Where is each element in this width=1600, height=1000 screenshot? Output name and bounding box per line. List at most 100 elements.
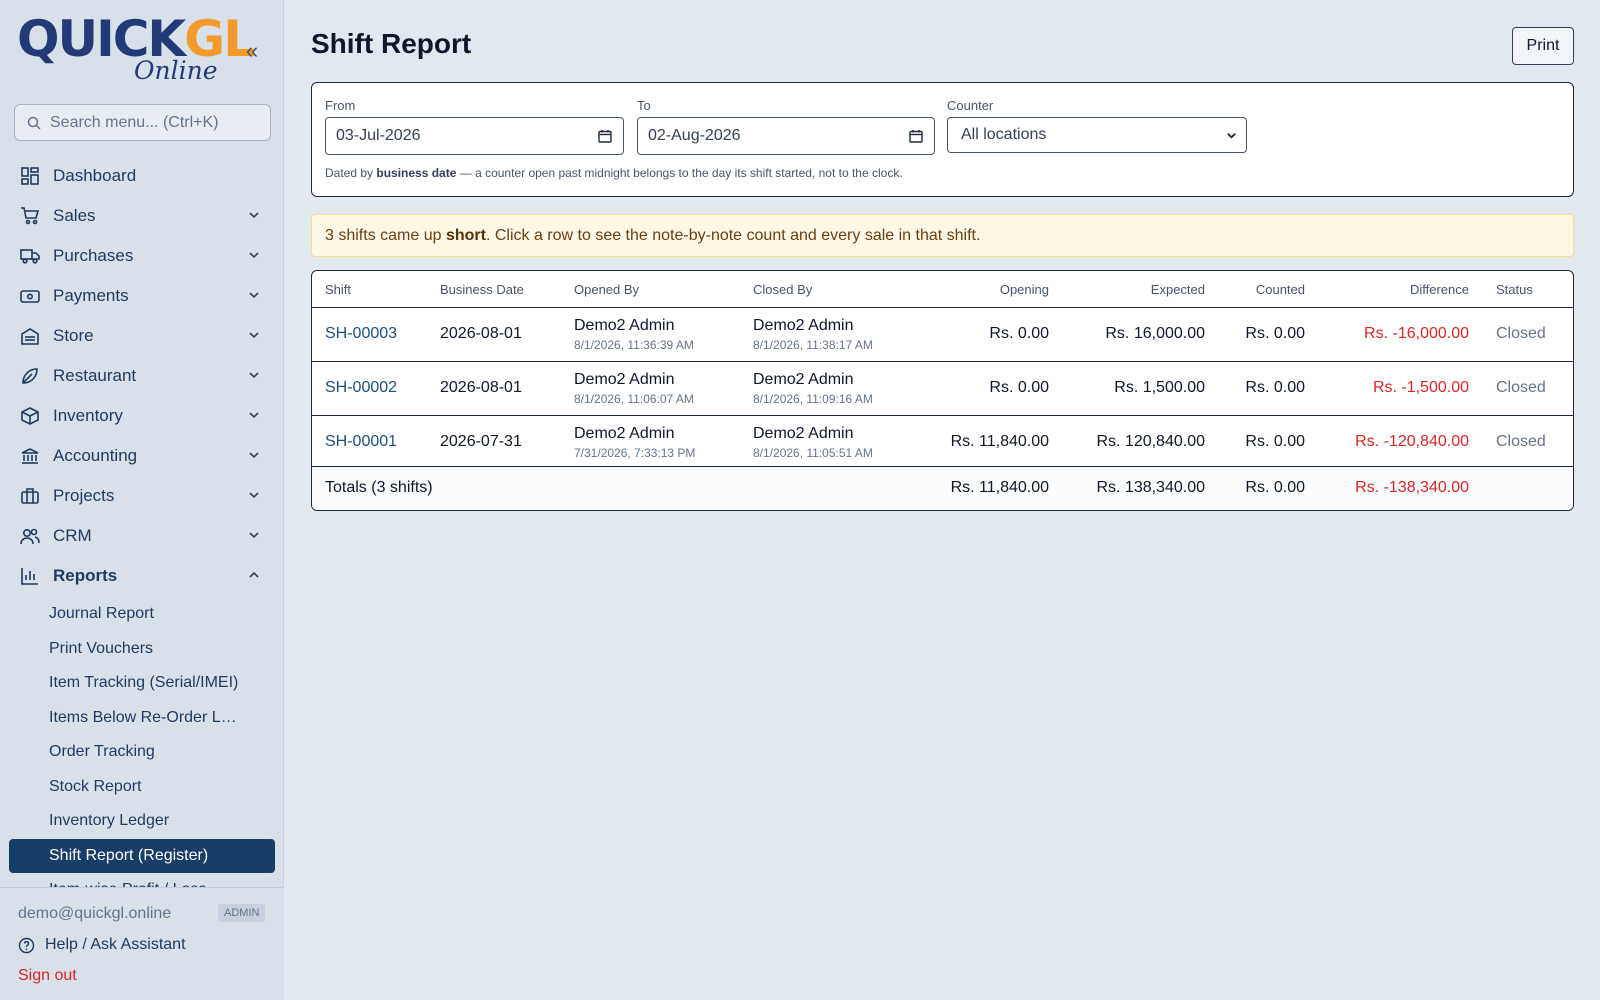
chevron-down-icon: [249, 372, 259, 379]
nav-item-sales[interactable]: Sales: [0, 196, 284, 236]
chevron-down-icon: [249, 292, 259, 299]
from-date-field[interactable]: [325, 117, 624, 155]
dashboard-icon: [20, 166, 40, 186]
shift-id[interactable]: SH-00003: [325, 325, 398, 342]
nav-label: Payments: [53, 286, 129, 305]
help-label: Help / Ask Assistant: [45, 936, 186, 953]
table-row[interactable]: SH-00003 2026-08-01 Demo2 Admin 8/1/2026…: [312, 307, 1573, 361]
help-link[interactable]: Help / Ask Assistant: [18, 936, 186, 954]
nav-item-crm[interactable]: CRM: [0, 516, 284, 556]
chevron-down-icon: [249, 532, 259, 539]
nav-item-reports[interactable]: Reports: [0, 556, 284, 596]
col-header-opened-by: Opened By: [574, 282, 640, 297]
search-input[interactable]: [50, 105, 265, 140]
sub-item-item-profit-loss[interactable]: Item-wise Profit / Loss: [0, 873, 284, 887]
col-header-closed-by: Closed By: [753, 282, 813, 297]
nav-label: Purchases: [53, 246, 134, 265]
shift-id[interactable]: SH-00001: [325, 433, 398, 450]
calendar-icon[interactable]: [909, 129, 923, 143]
shortage-alert: 3 shifts came up short. Click a row to s…: [311, 214, 1574, 257]
col-header-opening: Opening: [999, 282, 1049, 297]
role-badge: ADMIN: [218, 904, 266, 922]
nav-item-projects[interactable]: Projects: [0, 476, 284, 516]
expected-amount: Rs. 1,500.00: [1114, 379, 1205, 396]
col-header-difference: Difference: [1409, 282, 1469, 297]
opened-by: Demo2 Admin: [574, 317, 675, 334]
nav-item-restaurant[interactable]: Restaurant: [0, 356, 284, 396]
chevron-up-icon: [249, 571, 259, 578]
to-label: To: [637, 98, 651, 113]
print-button[interactable]: Print: [1512, 27, 1574, 65]
nav-item-store[interactable]: Store: [0, 316, 284, 356]
nav-item-inventory[interactable]: Inventory: [0, 396, 284, 436]
nav-item-purchases[interactable]: Purchases: [0, 236, 284, 276]
chevron-down-icon: [249, 452, 259, 459]
sub-item-order-tracking[interactable]: Order Tracking: [49, 743, 155, 761]
table-row[interactable]: SH-00001 2026-07-31 Demo2 Admin 7/31/202…: [312, 415, 1573, 466]
sub-item-stock-report[interactable]: Stock Report: [49, 777, 142, 795]
chevron-down-icon: [1227, 133, 1236, 139]
closed-at: 8/1/2026, 11:09:16 AM: [753, 392, 873, 406]
sidebar: QUICKGL Online « Dashboard Sales Purchas…: [0, 0, 284, 1000]
sub-item-print-vouchers[interactable]: Print Vouchers: [49, 639, 154, 657]
opened-at: 8/1/2026, 11:36:39 AM: [574, 338, 694, 352]
signout-link[interactable]: Sign out: [18, 967, 77, 984]
closed-by: Demo2 Admin: [753, 371, 854, 388]
opened-at: 8/1/2026, 11:06:07 AM: [574, 392, 694, 406]
expected-amount: Rs. 120,840.00: [1096, 433, 1205, 450]
nav-item-accounting[interactable]: Accounting: [0, 436, 284, 476]
menu-search[interactable]: [14, 104, 271, 141]
search-icon: [27, 116, 41, 130]
sub-item-journal-report[interactable]: Journal Report: [49, 605, 154, 623]
opening-amount: Rs. 0.00: [989, 379, 1049, 396]
help-circle-icon: [18, 937, 35, 953]
nav-label: CRM: [53, 526, 92, 545]
nav-label: Accounting: [53, 446, 138, 465]
nav-item-dashboard[interactable]: Dashboard: [0, 156, 284, 196]
calendar-icon[interactable]: [598, 129, 612, 143]
logo-subtitle: Online: [134, 56, 218, 85]
truck-icon: [20, 246, 40, 266]
collapse-sidebar-icon[interactable]: «: [245, 38, 259, 63]
cart-icon: [20, 206, 40, 226]
nav-label: Dashboard: [53, 166, 137, 185]
col-header-expected: Expected: [1150, 282, 1205, 297]
to-date-field[interactable]: [637, 117, 935, 155]
counter-select[interactable]: All locations: [947, 117, 1247, 153]
app-logo[interactable]: QUICKGL Online: [17, 14, 255, 90]
closed-by: Demo2 Admin: [753, 317, 854, 334]
main-content: Shift Report Print From To Counter All l…: [284, 0, 1600, 1000]
totals-row: Totals (3 shifts) Rs. 11,840.00 Rs. 138,…: [312, 466, 1573, 510]
status-text: Closed: [1496, 325, 1546, 342]
col-header-status: Status: [1496, 282, 1533, 297]
to-date-input[interactable]: [648, 118, 878, 153]
sub-item-shift-report[interactable]: Shift Report (Register): [9, 838, 275, 873]
nav-label: Projects: [53, 486, 115, 505]
expected-amount: Rs. 16,000.00: [1105, 325, 1205, 342]
col-header-counted: Counted: [1255, 282, 1305, 297]
shift-table: Shift Business Date Opened By Closed By …: [311, 270, 1574, 511]
bar-chart-icon: [20, 566, 40, 586]
nav-item-payments[interactable]: Payments: [0, 276, 284, 316]
chevron-down-icon: [249, 412, 259, 419]
counted-amount: Rs. 0.00: [1245, 325, 1305, 342]
sub-item-below-reorder[interactable]: Items Below Re-Order L…: [49, 708, 237, 726]
filter-note: Dated by business date — a counter open …: [325, 166, 903, 180]
totals-counted: Rs. 0.00: [1245, 479, 1305, 496]
chevron-down-icon: [249, 492, 259, 499]
col-header-business-date: Business Date: [440, 282, 524, 297]
table-row[interactable]: SH-00002 2026-08-01 Demo2 Admin 8/1/2026…: [312, 361, 1573, 415]
sub-item-item-tracking[interactable]: Item Tracking (Serial/IMEI): [49, 674, 239, 692]
bank-icon: [20, 446, 40, 466]
chef-hat-icon: [20, 366, 40, 386]
briefcase-icon: [20, 486, 40, 506]
shift-id[interactable]: SH-00002: [325, 379, 398, 396]
logo-wordmark: QUICKGL: [17, 10, 255, 68]
reports-submenu: Journal Report Print Vouchers Item Track…: [0, 597, 284, 887]
from-date-input[interactable]: [336, 118, 566, 153]
counted-amount: Rs. 0.00: [1245, 379, 1305, 396]
sub-item-inventory-ledger[interactable]: Inventory Ledger: [49, 812, 170, 830]
difference-amount: Rs. -16,000.00: [1364, 325, 1469, 342]
chevron-down-icon: [249, 252, 259, 259]
business-date: 2026-07-31: [440, 433, 522, 450]
